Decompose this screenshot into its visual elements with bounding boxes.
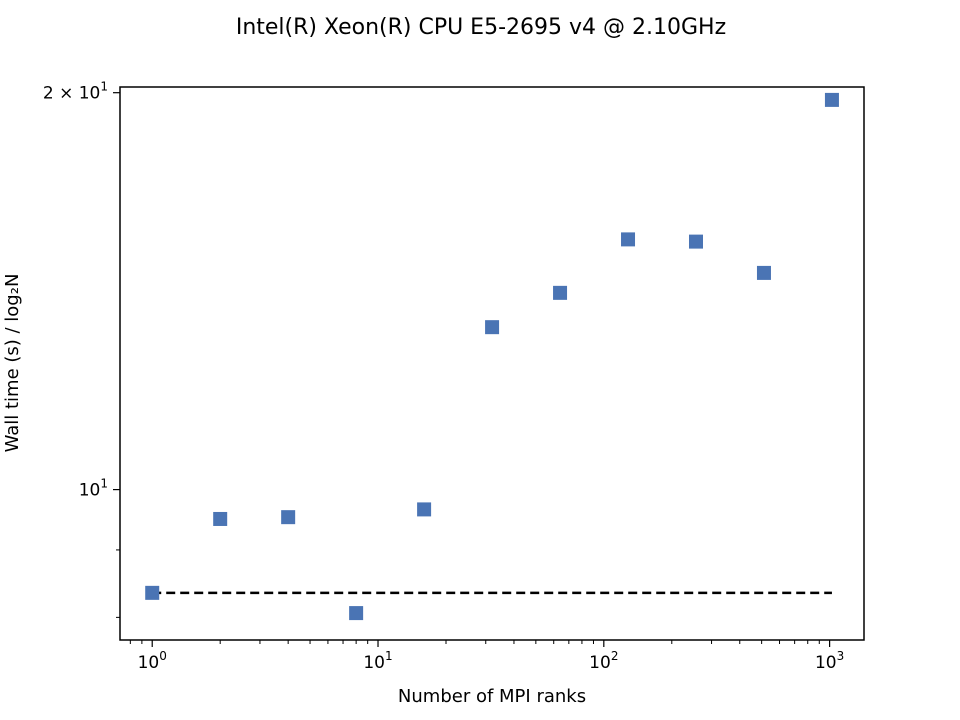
x-tick-label: 103 <box>815 649 844 673</box>
x-axis-label: Number of MPI ranks <box>398 686 586 707</box>
y-tick-label: 2 × 101 <box>43 80 108 104</box>
y-tick-exponent: 1 <box>100 477 108 491</box>
x-tick-exponent: 0 <box>159 649 167 663</box>
data-point <box>417 502 432 517</box>
x-tick-base: 10 <box>589 653 611 673</box>
y-tick-prefix: 2 × <box>43 84 79 104</box>
data-point <box>621 232 636 247</box>
y-tick-base: 10 <box>79 481 101 501</box>
x-tick-base: 10 <box>363 653 385 673</box>
x-tick-exponent: 1 <box>385 649 393 663</box>
chart-title: Intel(R) Xeon(R) CPU E5-2695 v4 @ 2.10GH… <box>236 15 726 40</box>
x-axis: 100 101 102 103 <box>129 640 844 673</box>
data-point <box>145 585 160 600</box>
data-point <box>349 606 364 621</box>
data-point <box>281 510 296 525</box>
x-tick-exponent: 3 <box>837 649 845 663</box>
x-tick-base: 10 <box>138 653 160 673</box>
plot-area <box>119 86 865 641</box>
data-point <box>756 265 771 280</box>
data-point <box>688 234 703 249</box>
data-point <box>485 320 500 335</box>
x-tick-label: 102 <box>589 649 618 673</box>
y-axis-label: Wall time (s) / log₂N <box>2 274 23 453</box>
y-tick-label: 101 <box>79 477 108 501</box>
y-tick-exponent: 1 <box>100 80 108 94</box>
axes-frame <box>119 86 865 641</box>
x-tick-label: 101 <box>363 649 392 673</box>
data-series <box>145 92 839 621</box>
data-point <box>824 92 839 107</box>
x-tick-label: 100 <box>138 649 167 673</box>
data-point <box>553 285 568 300</box>
x-tick-exponent: 2 <box>611 649 619 663</box>
y-tick-base: 10 <box>79 84 101 104</box>
x-tick-base: 10 <box>815 653 837 673</box>
data-point <box>213 511 228 526</box>
